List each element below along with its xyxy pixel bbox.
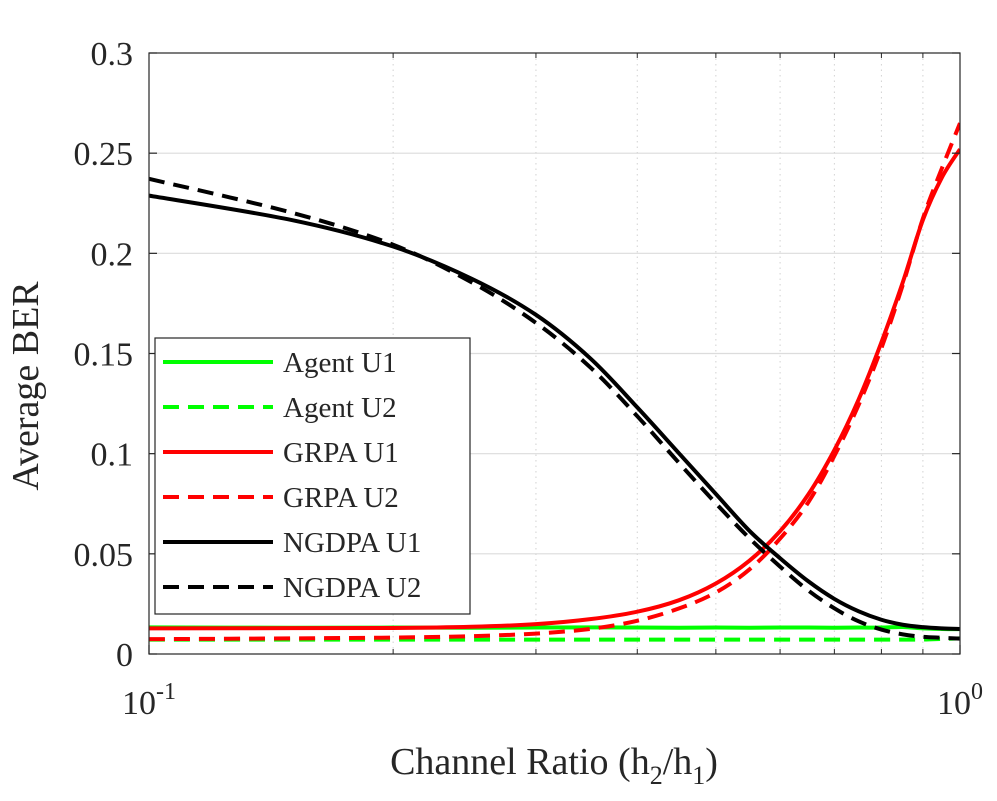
series-line-agent-u2 (149, 636, 960, 642)
x-tick-label-base: 10 (122, 685, 156, 722)
series-layer (149, 122, 960, 642)
y-tick-label: 0.1 (91, 437, 134, 474)
legend-label: Agent U1 (283, 347, 397, 379)
legend-label: Agent U2 (283, 392, 397, 424)
grid-layer (149, 53, 960, 654)
x-axis-label-prefix: Channel Ratio (h (390, 741, 650, 783)
y-tick-label: 0.3 (91, 36, 134, 73)
y-tick-label: 0.2 (91, 236, 134, 273)
x-tick-label-exponent: -1 (156, 679, 176, 705)
y-tick-label: 0.25 (74, 136, 134, 173)
x-axis-label-mid: /h (663, 741, 693, 783)
x-tick-label-base: 10 (937, 685, 971, 722)
x-tick-layer: 10-1 100 (122, 53, 983, 722)
y-tick-label: 0.15 (74, 337, 134, 374)
x-tick-label: 100 (937, 679, 983, 722)
x-axis-label-suffix: ) (705, 741, 718, 783)
y-tick-layer: 0 0.05 0.1 0.15 0.2 0.25 0.3 (74, 36, 960, 674)
legend-label: NGDPA U1 (283, 527, 421, 559)
series-line-grpa-u1 (149, 148, 960, 631)
x-axis-label-sub2: 1 (692, 761, 705, 790)
legend-label: GRPA U1 (283, 437, 399, 469)
legend-box (154, 337, 471, 615)
y-tick-label: 0 (116, 637, 133, 674)
legend-label: NGDPA U2 (283, 572, 421, 604)
legend: Agent U1 Agent U2 GRPA U1 GRPA U2 NGDPA U1 NG… (154, 337, 471, 615)
y-axis-label: Average BER (5, 281, 47, 491)
series-line-grpa-u2 (149, 122, 960, 642)
x-axis-label: Channel Ratio (h2/h1) (390, 741, 718, 790)
y-tick-label: 0.05 (74, 537, 134, 574)
series-line-ngdpa-u2 (149, 176, 960, 641)
x-tick-label-exponent: 0 (971, 679, 983, 705)
x-tick-label: 10-1 (122, 679, 176, 722)
x-axis-label-sub1: 2 (650, 761, 663, 790)
legend-label: GRPA U2 (283, 482, 399, 514)
